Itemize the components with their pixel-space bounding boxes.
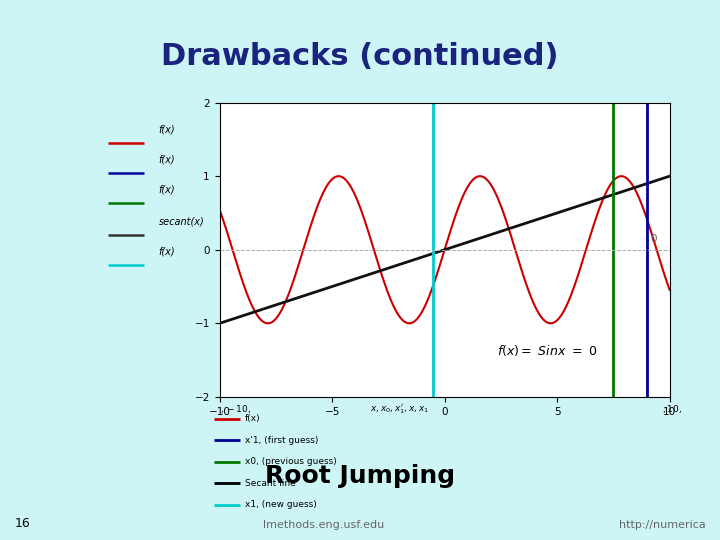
Text: Drawbacks (continued): Drawbacks (continued) bbox=[161, 42, 559, 71]
Text: f(x): f(x) bbox=[158, 125, 175, 134]
Text: x0, (previous guess): x0, (previous guess) bbox=[245, 457, 336, 466]
Text: f(x): f(x) bbox=[158, 246, 175, 256]
Text: Secant line: Secant line bbox=[245, 479, 295, 488]
Text: $,-10,$: $,-10,$ bbox=[220, 403, 251, 415]
Text: x1, (new guess): x1, (new guess) bbox=[245, 501, 317, 509]
Text: f(x): f(x) bbox=[245, 414, 261, 423]
Text: 0: 0 bbox=[651, 234, 657, 245]
Text: $,10,$: $,10,$ bbox=[662, 403, 683, 415]
Text: f(x): f(x) bbox=[158, 184, 175, 194]
Text: $f(x){=}\ Sinx\ {=}\ 0$: $f(x){=}\ Sinx\ {=}\ 0$ bbox=[497, 343, 598, 359]
Text: $x, x_0, x_{1}^{\prime}, x, x_1$: $x, x_0, x_{1}^{\prime}, x, x_1$ bbox=[370, 402, 429, 416]
Text: lmethods.eng.usf.edu: lmethods.eng.usf.edu bbox=[264, 520, 384, 530]
Text: 16: 16 bbox=[14, 517, 30, 530]
Text: f(x): f(x) bbox=[158, 154, 175, 164]
Text: secant(x): secant(x) bbox=[158, 217, 204, 226]
Text: x'1, (first guess): x'1, (first guess) bbox=[245, 436, 318, 444]
Text: http://numerica: http://numerica bbox=[619, 520, 706, 530]
Text: Root Jumping: Root Jumping bbox=[265, 464, 455, 488]
